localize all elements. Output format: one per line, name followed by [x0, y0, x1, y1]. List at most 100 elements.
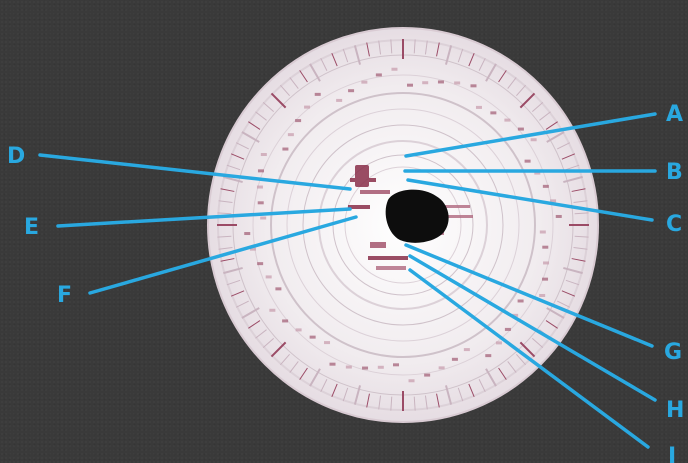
- disc-mark: [336, 98, 343, 102]
- disc-tick: [331, 383, 338, 398]
- disc-tick: [248, 121, 261, 130]
- disc-mark: [504, 118, 511, 122]
- disc-mark: [314, 92, 321, 96]
- disc-mark: [256, 185, 263, 189]
- disc-mark: [539, 293, 546, 297]
- disc-ring: [270, 92, 536, 358]
- label-i: I: [668, 444, 676, 463]
- disc-mark: [517, 299, 524, 303]
- disc-mark: [463, 348, 470, 352]
- disc-tick: [574, 212, 589, 215]
- disc-tick: [270, 341, 287, 358]
- disc-tick: [478, 379, 486, 393]
- disc-mark: [295, 328, 302, 332]
- callout-line-a: [404, 112, 657, 158]
- disc-mark: [249, 247, 256, 251]
- disc-tick-marks: [217, 39, 589, 411]
- disc-mark: [475, 105, 482, 109]
- disc-mark: [260, 153, 267, 157]
- disc-mark: [362, 366, 369, 370]
- disc-tick: [531, 338, 544, 349]
- disc-mark: [438, 366, 445, 370]
- disc-tick: [507, 77, 517, 89]
- disc-mark: [244, 232, 251, 236]
- disc-mark: [550, 199, 557, 203]
- disc-tick: [353, 45, 362, 65]
- disc-tick: [444, 385, 453, 405]
- disc-mark: [517, 127, 524, 131]
- disc-mark: [422, 81, 429, 85]
- disc-tick: [218, 200, 233, 204]
- disc-tick: [262, 101, 275, 112]
- disc-tick: [390, 396, 393, 411]
- disc-tick: [457, 387, 464, 402]
- callout-line-g: [404, 243, 654, 348]
- disc-tick: [516, 84, 527, 97]
- disc-tick: [485, 63, 497, 82]
- disc-tick: [571, 258, 586, 262]
- disc-mark: [377, 365, 384, 369]
- disc-tick: [468, 52, 475, 67]
- disc-mark: [282, 319, 289, 323]
- disc-tick: [220, 188, 235, 192]
- callout-line-e: [56, 207, 352, 228]
- disc-tick: [262, 338, 275, 349]
- disc-tick: [436, 393, 440, 408]
- disc-tick: [563, 266, 583, 275]
- disc-mark: [393, 363, 400, 367]
- disc-mark: [524, 159, 531, 163]
- disc-mark: [257, 169, 264, 173]
- disc-mark: [324, 341, 331, 345]
- disc-tick: [309, 63, 321, 82]
- disc-tick: [241, 307, 260, 319]
- disc-tick: [444, 45, 453, 65]
- disc-mark: [555, 214, 562, 218]
- disc-ring: [344, 166, 462, 284]
- disc-mark: [534, 171, 541, 175]
- disc-mark: [269, 308, 276, 312]
- disc-tick: [413, 396, 416, 411]
- disc-ring: [318, 140, 488, 310]
- disc-mark: [260, 216, 267, 220]
- disc-tick: [342, 387, 349, 402]
- disc-tick: [563, 175, 583, 184]
- disc-tick: [223, 266, 243, 275]
- disc-tick: [507, 361, 517, 373]
- disc-tick: [241, 131, 260, 143]
- label-d: D: [7, 144, 25, 169]
- disc-mark: [504, 327, 511, 331]
- label-g: G: [664, 340, 682, 365]
- callout-line-i: [408, 268, 650, 449]
- disc-tick: [255, 329, 267, 339]
- disc-tick: [226, 279, 241, 286]
- disc-tick: [353, 385, 362, 405]
- callout-line-d: [38, 153, 352, 191]
- disc-tick: [226, 164, 241, 171]
- disc-tick: [498, 367, 507, 380]
- disc-tick: [223, 175, 243, 184]
- disc-mark: [408, 379, 415, 383]
- disc-tick: [217, 235, 232, 238]
- disc-tick: [498, 70, 507, 83]
- disc-mark: [530, 138, 537, 142]
- disc-tick: [217, 212, 232, 215]
- disc-ring: [302, 124, 504, 326]
- disc-mark: [539, 230, 546, 234]
- disc-tick: [557, 300, 571, 308]
- disc-mark: [470, 84, 477, 88]
- disc-tick: [309, 368, 321, 387]
- callout-line-h: [408, 254, 657, 402]
- disc-tick: [457, 48, 464, 63]
- disc-tick: [220, 258, 235, 262]
- disc-mark: [542, 245, 549, 249]
- disc-tick: [230, 153, 245, 160]
- disc-tick: [478, 57, 486, 71]
- disc-mark: [329, 362, 336, 366]
- disc-mark: [304, 105, 311, 109]
- disc-ring: [286, 108, 520, 342]
- disc-tick: [366, 42, 370, 57]
- disc-tick: [299, 367, 308, 380]
- disc-mark: [275, 287, 282, 291]
- disc-mark: [287, 133, 294, 137]
- disc-mark: [361, 80, 368, 84]
